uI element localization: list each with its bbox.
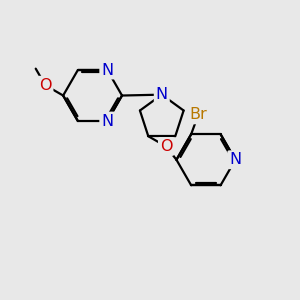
Text: O: O xyxy=(39,78,52,93)
Text: Br: Br xyxy=(189,107,207,122)
Text: N: N xyxy=(156,87,168,102)
Text: N: N xyxy=(101,113,113,128)
Text: N: N xyxy=(229,152,242,167)
Text: O: O xyxy=(160,139,172,154)
Text: N: N xyxy=(101,62,113,77)
